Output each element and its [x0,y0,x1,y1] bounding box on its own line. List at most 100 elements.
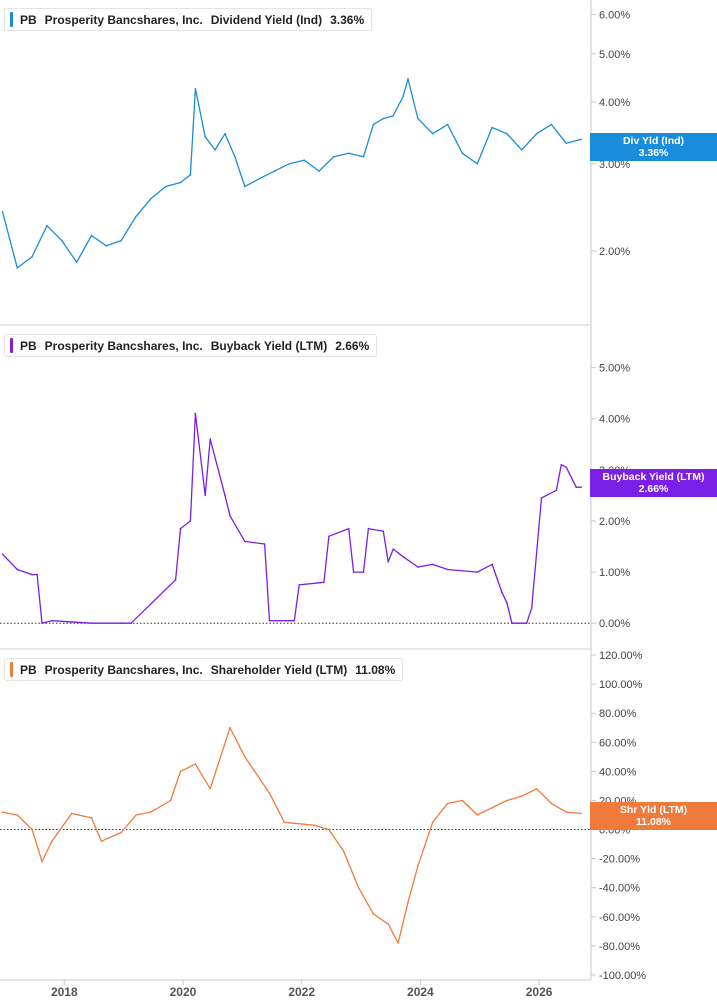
data-point [566,467,568,469]
series-line [3,79,582,268]
data-point [91,817,93,819]
data-point [521,795,523,797]
legend-swatch [10,662,13,677]
data-point [36,574,38,576]
data-point [580,813,582,815]
data-point [120,832,122,834]
data-point [284,822,286,824]
data-point [294,620,296,622]
data-point [303,159,305,161]
legend-ticker: PB [20,13,37,27]
data-point [313,824,315,826]
data-point [462,153,464,155]
y-tick-label: 5.00% [599,363,630,375]
data-point [150,198,152,200]
series-line [3,414,582,624]
legend-metric: Dividend Yield (Ind) [211,13,322,27]
data-point [17,569,19,571]
data-point [2,211,4,213]
data-point [526,622,528,624]
data-point [2,811,4,813]
legend-ticker: PB [20,339,37,353]
data-point [41,622,43,624]
legend-swatch [10,12,13,27]
data-point [566,811,568,813]
y-tick-label: 60.00% [599,737,637,749]
data-point [17,814,19,816]
data-point [244,756,246,758]
data-point [328,829,330,831]
data-point [575,486,577,488]
data-point [120,622,122,624]
data-point [477,163,479,165]
y-tick-label: 4.00% [599,414,630,426]
y-tick-label: 80.00% [599,708,637,720]
data-point [407,78,409,80]
data-point [101,840,103,842]
legend-company: Prosperity Bancshares, Inc. [45,663,203,677]
data-point [41,861,43,863]
data-point [31,256,33,258]
legend-metric: Shareholder Yield (LTM) [211,663,347,677]
data-point [402,96,404,98]
data-point [46,225,48,227]
data-point [580,139,582,141]
data-point [348,528,350,530]
data-point [363,571,365,573]
data-point [204,495,206,497]
data-point [190,520,192,522]
data-point [536,788,538,790]
data-point [130,622,132,624]
data-point [195,413,197,415]
data-point [506,133,508,135]
data-point [561,464,563,466]
data-point [407,902,409,904]
value-tag-label: Shr Yld (LTM) [590,804,717,816]
data-point [551,803,553,805]
data-point [383,118,385,120]
value-tag-label: Buyback Yield (LTM) [590,471,717,483]
data-point [289,163,291,165]
value-tag-dividend-yield: Div Yld (Ind) 3.36% [590,133,717,161]
y-tick-label: 120.00% [599,650,643,662]
data-point [387,561,389,563]
legend-dividend-yield: PB Prosperity Bancshares, Inc. Dividend … [4,8,372,31]
y-tick-label: 40.00% [599,766,637,778]
value-tag-shareholder-yield: Shr Yld (LTM) 11.08% [590,802,717,830]
data-point [190,174,192,176]
data-point [447,803,449,805]
legend-value: 11.08% [355,663,395,677]
data-point [229,515,231,517]
legend-buyback-yield: PB Prosperity Bancshares, Inc. Buyback Y… [4,334,377,357]
data-point [328,536,330,538]
data-point [269,620,271,622]
x-tick-label: 2020 [170,985,197,999]
data-point [511,622,513,624]
legend-metric: Buyback Yield (LTM) [211,339,327,353]
data-point [373,124,375,126]
data-point [318,170,320,172]
value-tag-value: 11.08% [590,816,717,828]
y-tick-label: 2.00% [599,246,630,258]
legend-company: Prosperity Bancshares, Inc. [45,339,203,353]
data-point [358,887,360,889]
data-point [195,88,197,90]
data-point [195,763,197,765]
data-point [209,788,211,790]
value-tag-value: 3.36% [590,147,717,159]
data-point [209,438,211,440]
legend-value: 2.66% [335,339,369,353]
data-point [417,865,419,867]
legend-value: 3.36% [330,13,364,27]
y-tick-label: -20.00% [599,854,640,866]
data-point [368,528,370,530]
data-point [135,814,137,816]
legend-swatch [10,338,13,353]
data-point [180,771,182,773]
data-point [264,543,266,545]
data-point [432,564,434,566]
data-point [343,851,345,853]
data-point [566,143,568,145]
data-point [180,182,182,184]
data-point [274,170,276,172]
